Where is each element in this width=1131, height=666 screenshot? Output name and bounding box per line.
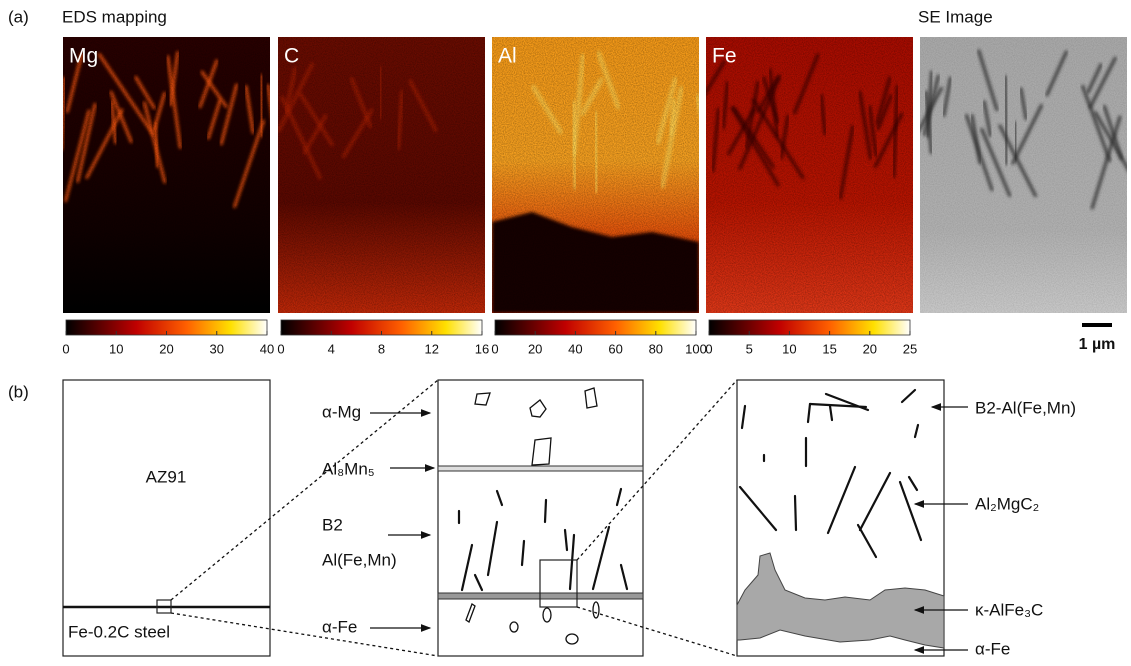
colorbar [709,320,910,335]
colorbar-tick-label: 5 [746,341,753,356]
panel-label: (a) [8,7,29,26]
region-label: AZ91 [146,467,187,486]
element-label: Fe [712,45,737,68]
noise [278,37,485,313]
noise [920,37,1127,313]
map-content [902,37,1130,313]
phase-label: α-Fe [975,639,1010,658]
figure: (a) EDS mapping SE Image 1 µm (b) AZ91 F… [0,0,1131,666]
schematic-box [438,380,643,656]
map-content [492,37,707,313]
colorbar-tick-label: 8 [378,341,385,356]
map-content [278,37,485,313]
precipitates [740,390,921,557]
particles [466,388,599,644]
precipitates [459,489,627,590]
colorbar-tick-label: 100 [685,341,707,356]
phase-label: Al(Fe,Mn) [322,550,397,569]
kappa-phase [737,553,944,648]
colorbar [495,320,696,335]
phase-label: α-Fe [322,617,357,636]
colorbar-tick-label: 16 [475,341,489,356]
colorbar-tick-label: 20 [159,341,173,356]
phase-label: Al₂MgC₂ [975,494,1039,513]
noise [492,37,699,313]
element-label: Al [498,45,517,68]
map-image [62,37,281,313]
phase-label: B2-Al(Fe,Mn) [975,398,1076,417]
colorbar-tick-label: 40 [568,341,582,356]
map-image [695,37,913,313]
map-image [902,37,1130,313]
colorbar-tick-label: 30 [210,341,224,356]
colorbar-tick-label: 20 [863,341,877,356]
colorbar-tick-label: 0 [62,341,69,356]
scale-label: 1 µm [1079,336,1116,353]
zoom-line [577,607,737,656]
element-label: C [284,45,299,68]
phase-label: Al₈Mn₅ [322,459,375,478]
panel-title: EDS mapping [62,7,167,26]
colorbar-tick-label: 60 [608,341,622,356]
zoom-line [171,613,438,656]
map-image [278,37,485,313]
colorbar-tick-label: 0 [705,341,712,356]
noise [63,37,270,313]
colorbar-tick-label: 40 [260,341,274,356]
colorbar-tick-label: 80 [649,341,663,356]
colorbar-tick-label: 12 [425,341,439,356]
layer [438,466,643,471]
colorbar-tick-label: 20 [528,341,542,356]
map-content [695,37,913,313]
phase-label: B2 [322,515,343,534]
phase-label: α-Mg [322,402,361,421]
colorbar-tick-label: 0 [491,341,498,356]
colorbar-tick-label: 10 [109,341,123,356]
noise [706,37,913,313]
region-label: Fe-0.2C steel [68,622,170,641]
element-label: Mg [69,45,98,68]
colorbar-tick-label: 0 [277,341,284,356]
colorbar-tick-label: 10 [782,341,796,356]
panel-title: SE Image [918,7,993,26]
panel-label: (b) [8,382,29,401]
colorbar-tick-label: 15 [822,341,836,356]
map-image [492,37,707,313]
colorbar-tick-label: 4 [328,341,335,356]
phase-label: κ-AlFe₃C [975,600,1043,619]
map-content [62,37,281,313]
schematic-box [63,380,270,656]
colorbar-tick-label: 25 [903,341,917,356]
